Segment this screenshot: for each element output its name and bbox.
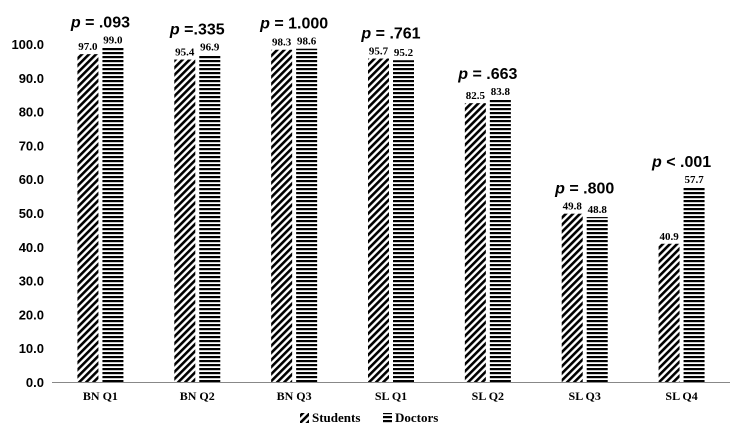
doctors-data-label: 83.8 — [491, 86, 511, 98]
p-value-annotation: p = .663 — [457, 66, 517, 83]
y-tick-label: 70.0 — [19, 138, 44, 153]
doctors-bar — [489, 98, 511, 383]
x-axis: BN Q1 BN Q2 BN Q3 SL Q1 SL Q2 SL Q3 SL Q4 — [83, 389, 698, 403]
x-tick-label: SL Q4 — [665, 389, 697, 403]
students-bar — [77, 54, 99, 382]
x-tick-label: SL Q3 — [569, 389, 601, 403]
x-tick-label: SL Q2 — [472, 389, 504, 403]
students-data-label: 82.5 — [466, 90, 486, 102]
y-tick-label: 0.0 — [26, 375, 44, 390]
doctors-bar — [586, 217, 608, 382]
p-symbol: p — [651, 154, 662, 171]
p-value-text: = .663 — [468, 66, 517, 83]
y-tick-label: 50.0 — [19, 206, 44, 221]
p-value-text: < .001 — [662, 154, 711, 171]
y-tick-label: 30.0 — [19, 274, 44, 289]
p-value-text: = .761 — [371, 26, 420, 43]
doctors-legend-swatch — [383, 413, 392, 423]
p-value-annotation: p =.335 — [169, 21, 225, 38]
y-tick-label: 80.0 — [19, 105, 44, 120]
p-value-text: = .800 — [565, 181, 614, 198]
x-tick-label: BN Q1 — [83, 389, 118, 403]
doctors-data-label: 96.9 — [200, 41, 220, 53]
y-tick-label: 40.0 — [19, 240, 44, 255]
y-tick-label: 100.0 — [11, 37, 44, 52]
doctors-data-label: 95.2 — [394, 47, 414, 59]
p-value-text: = 1.000 — [270, 16, 328, 33]
p-symbol: p — [457, 66, 468, 83]
students-data-label: 95.7 — [369, 46, 389, 58]
y-tick-label: 60.0 — [19, 172, 44, 187]
students-data-label: 97.0 — [78, 41, 98, 53]
p-value-annotation: p = .761 — [360, 26, 420, 43]
doctors-data-label: 99.0 — [103, 34, 123, 46]
students-bar — [368, 58, 389, 383]
x-tick-label: BN Q2 — [180, 389, 215, 403]
p-value-annotation: p = .093 — [70, 14, 130, 31]
y-tick-label: 20.0 — [19, 307, 44, 322]
students-data-label: 49.8 — [563, 201, 583, 213]
p-symbol: p — [360, 26, 371, 43]
students-data-label: 40.9 — [659, 231, 679, 243]
p-value-annotation: p = 1.000 — [259, 16, 328, 33]
students-data-label: 95.4 — [175, 47, 195, 59]
doctors-bar — [393, 60, 414, 382]
students-bar — [658, 243, 680, 382]
x-tick-label: BN Q3 — [277, 389, 312, 403]
bars — [77, 47, 705, 383]
students-data-label: 98.3 — [272, 37, 292, 49]
legend: Students Doctors — [300, 410, 438, 425]
students-bar — [464, 103, 486, 383]
students-legend-swatch — [300, 413, 309, 423]
doctors-bar — [296, 48, 318, 383]
doctors-data-label: 48.8 — [588, 204, 608, 216]
doctors-bar — [102, 47, 124, 382]
students-bar — [561, 213, 583, 382]
doctors-legend-label: Doctors — [395, 410, 438, 425]
doctors-data-label: 98.6 — [297, 36, 317, 48]
p-symbol: p — [259, 16, 270, 33]
p-symbol: p — [70, 14, 81, 31]
y-axis: 0.0 10.0 20.0 30.0 40.0 50.0 60.0 70.0 80.0 90.0 1… — [11, 37, 44, 390]
students-bar — [271, 49, 293, 382]
students-bar — [174, 59, 196, 382]
students-legend-label: Students — [312, 410, 360, 425]
p-value-text: = .093 — [81, 14, 130, 31]
p-value-annotation: p = .800 — [554, 181, 614, 198]
doctors-data-label: 57.7 — [684, 174, 704, 186]
y-tick-label: 90.0 — [19, 71, 44, 86]
doctors-bar — [199, 54, 221, 383]
p-value-annotation: p < .001 — [651, 154, 711, 171]
x-tick-label: SL Q1 — [375, 389, 407, 403]
doctors-bar — [683, 186, 705, 382]
p-symbol: p — [169, 21, 180, 38]
p-value-text: =.335 — [180, 21, 225, 38]
y-tick-label: 10.0 — [19, 341, 44, 356]
data-labels: 97.0 99.0 95.4 96.9 98.3 98.6 95.7 95.2 82.5 83.8… — [78, 34, 704, 242]
p-symbol: p — [554, 181, 565, 198]
